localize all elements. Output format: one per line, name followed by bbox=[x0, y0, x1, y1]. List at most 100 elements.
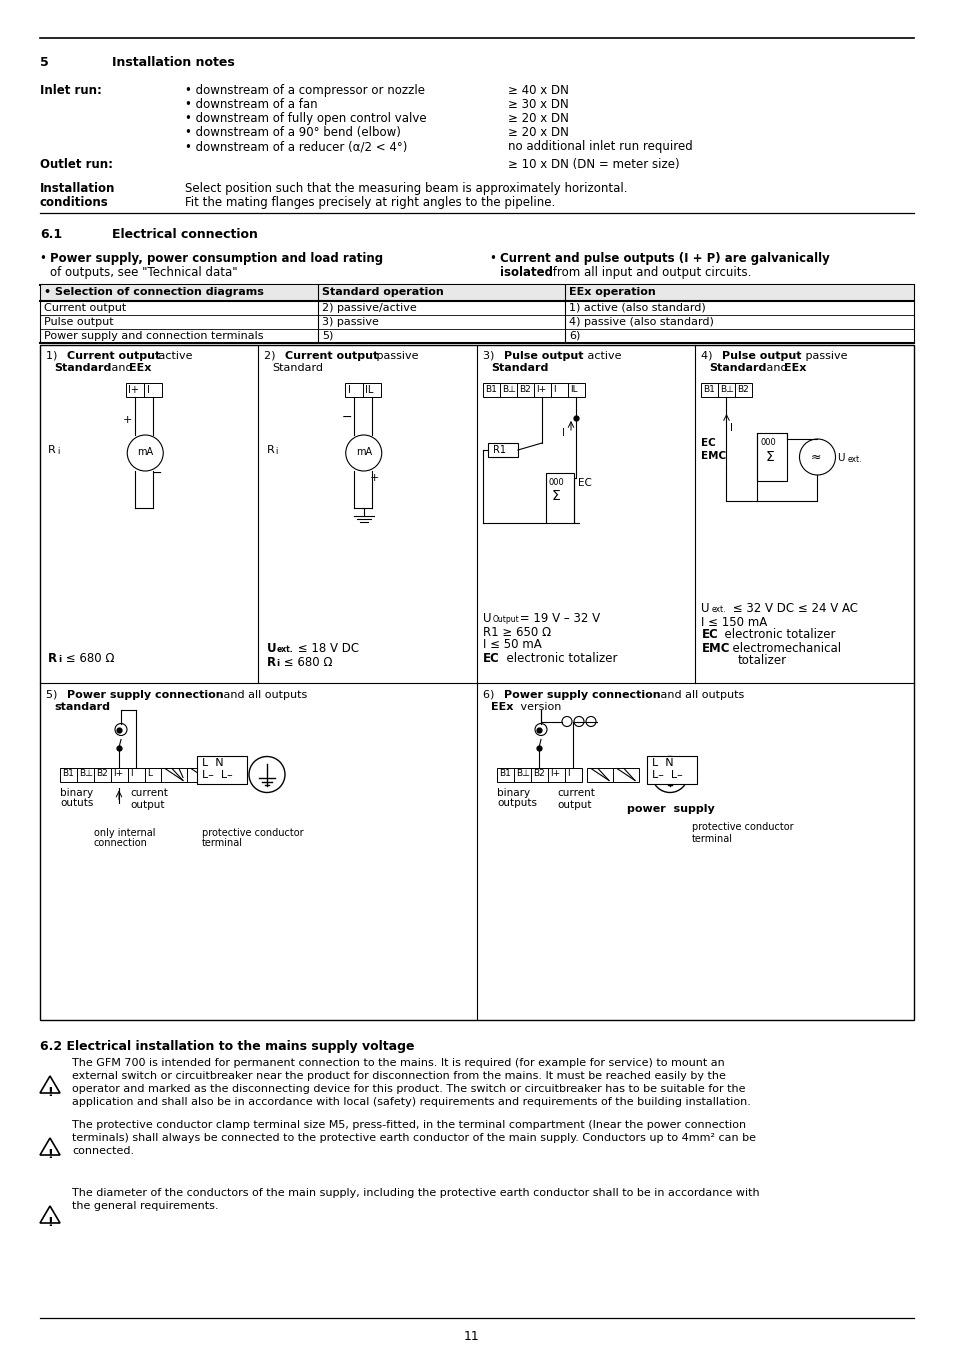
Text: of outputs, see "Technical data": of outputs, see "Technical data" bbox=[50, 266, 237, 280]
Text: −: − bbox=[152, 467, 162, 480]
Text: EEx: EEx bbox=[783, 363, 806, 373]
Bar bbox=[77, 767, 94, 781]
Text: Installation: Installation bbox=[40, 182, 115, 195]
Text: outputs: outputs bbox=[497, 798, 537, 808]
Text: terminal: terminal bbox=[691, 834, 732, 843]
Text: electromechanical: electromechanical bbox=[724, 642, 841, 654]
Text: • downstream of a 90° bend (elbow): • downstream of a 90° bend (elbow) bbox=[185, 126, 400, 139]
Text: L: L bbox=[147, 770, 152, 778]
Text: R: R bbox=[266, 444, 274, 455]
Text: • downstream of a compressor or nozzle: • downstream of a compressor or nozzle bbox=[185, 84, 424, 97]
Text: I+: I+ bbox=[112, 770, 123, 778]
Text: EC: EC bbox=[578, 478, 591, 488]
Text: Standard: Standard bbox=[709, 363, 766, 373]
Text: EC: EC bbox=[700, 628, 718, 642]
Text: R1 ≥ 650 Ω: R1 ≥ 650 Ω bbox=[482, 626, 551, 639]
Text: L–  L–: L– L– bbox=[202, 770, 233, 780]
Text: ext.: ext. bbox=[711, 604, 725, 613]
Text: B2: B2 bbox=[518, 385, 530, 394]
Text: • downstream of a reducer (α/2 < 4°): • downstream of a reducer (α/2 < 4°) bbox=[185, 141, 407, 153]
Bar bbox=[488, 443, 517, 457]
Text: 11: 11 bbox=[463, 1329, 479, 1343]
Text: ≤ 32 V DC ≤ 24 V AC: ≤ 32 V DC ≤ 24 V AC bbox=[729, 603, 858, 616]
Text: Inlet run:: Inlet run: bbox=[40, 84, 102, 97]
Text: B⊥: B⊥ bbox=[516, 770, 530, 778]
Text: the general requirements.: the general requirements. bbox=[71, 1201, 218, 1210]
Text: I: I bbox=[566, 770, 569, 778]
Text: Power supply connection: Power supply connection bbox=[67, 689, 223, 700]
Text: Pulse output: Pulse output bbox=[721, 351, 801, 361]
Text: 6): 6) bbox=[482, 689, 501, 700]
Bar bbox=[646, 755, 697, 784]
Text: Σ: Σ bbox=[764, 450, 774, 463]
Text: Standard: Standard bbox=[491, 363, 548, 373]
Text: isolated: isolated bbox=[499, 266, 553, 280]
Text: B2: B2 bbox=[96, 770, 108, 778]
Text: operator and marked as the disconnecting device for this product. The switch or : operator and marked as the disconnecting… bbox=[71, 1084, 744, 1094]
Text: from all input and output circuits.: from all input and output circuits. bbox=[548, 266, 751, 280]
Circle shape bbox=[345, 435, 381, 471]
Text: I+: I+ bbox=[536, 385, 545, 394]
Bar bbox=[564, 767, 581, 781]
Text: 4): 4) bbox=[700, 351, 720, 361]
Bar bbox=[40, 285, 913, 301]
Text: Select position such that the measuring beam is approximately horizontal.: Select position such that the measuring … bbox=[185, 182, 627, 195]
Text: 000: 000 bbox=[548, 478, 564, 486]
Text: U: U bbox=[266, 643, 275, 655]
Text: I: I bbox=[348, 385, 351, 394]
Text: B⊥: B⊥ bbox=[79, 770, 92, 778]
Text: terminals) shall always be connected to the protective earth conductor of the ma: terminals) shall always be connected to … bbox=[71, 1133, 755, 1143]
Text: U: U bbox=[482, 612, 491, 626]
Bar bbox=[482, 382, 499, 397]
Text: Standard operation: Standard operation bbox=[322, 286, 443, 297]
Text: binary: binary bbox=[60, 788, 93, 797]
Text: output: output bbox=[130, 800, 164, 809]
Bar bbox=[497, 767, 514, 781]
Text: I: I bbox=[730, 423, 733, 434]
Circle shape bbox=[799, 439, 835, 476]
Text: Installation notes: Installation notes bbox=[112, 55, 234, 69]
Circle shape bbox=[249, 757, 285, 793]
Text: B1: B1 bbox=[702, 385, 715, 394]
Text: totalizer: totalizer bbox=[737, 654, 786, 667]
Text: R: R bbox=[266, 657, 275, 670]
Circle shape bbox=[651, 757, 687, 793]
Text: standard: standard bbox=[54, 701, 110, 712]
Text: 1) active (also standard): 1) active (also standard) bbox=[568, 303, 705, 313]
Bar bbox=[531, 767, 547, 781]
Text: 3) passive: 3) passive bbox=[322, 317, 378, 327]
Text: and all outputs: and all outputs bbox=[220, 689, 307, 700]
Bar bbox=[735, 382, 752, 397]
Text: I+: I+ bbox=[128, 385, 139, 394]
Bar bbox=[551, 382, 567, 397]
Text: electronic totalizer: electronic totalizer bbox=[717, 628, 835, 642]
Text: EEx operation: EEx operation bbox=[568, 286, 655, 297]
Text: i: i bbox=[276, 658, 279, 667]
Text: • downstream of a fan: • downstream of a fan bbox=[185, 99, 317, 111]
Text: The GFM 700 is intended for permanent connection to the mains. It is required (f: The GFM 700 is intended for permanent co… bbox=[71, 1058, 724, 1069]
Text: −: − bbox=[341, 411, 352, 424]
Text: Outlet run:: Outlet run: bbox=[40, 158, 112, 172]
Text: 5): 5) bbox=[322, 331, 333, 340]
Bar bbox=[718, 382, 735, 397]
Text: IL: IL bbox=[569, 385, 577, 394]
Text: ext.: ext. bbox=[276, 644, 293, 654]
Text: B2: B2 bbox=[533, 770, 544, 778]
Text: and: and bbox=[108, 363, 136, 373]
Text: Pulse output: Pulse output bbox=[503, 351, 583, 361]
Text: R: R bbox=[48, 653, 57, 666]
Text: 2): 2) bbox=[264, 351, 283, 361]
Text: application and shall also be in accordance with local (safety) requirements and: application and shall also be in accorda… bbox=[71, 1097, 750, 1106]
Text: EMC: EMC bbox=[700, 642, 729, 654]
Text: binary: binary bbox=[497, 788, 530, 797]
Text: • downstream of fully open control valve: • downstream of fully open control valve bbox=[185, 112, 426, 126]
Text: conditions: conditions bbox=[40, 196, 109, 209]
Bar bbox=[94, 767, 111, 781]
Text: Fit the mating flanges precisely at right angles to the pipeline.: Fit the mating flanges precisely at righ… bbox=[185, 196, 555, 209]
Circle shape bbox=[535, 724, 546, 735]
Text: EC: EC bbox=[700, 438, 716, 449]
Text: +: + bbox=[123, 415, 132, 426]
Bar bbox=[128, 767, 145, 781]
Bar bbox=[700, 382, 718, 397]
Text: L  N: L N bbox=[651, 758, 673, 767]
